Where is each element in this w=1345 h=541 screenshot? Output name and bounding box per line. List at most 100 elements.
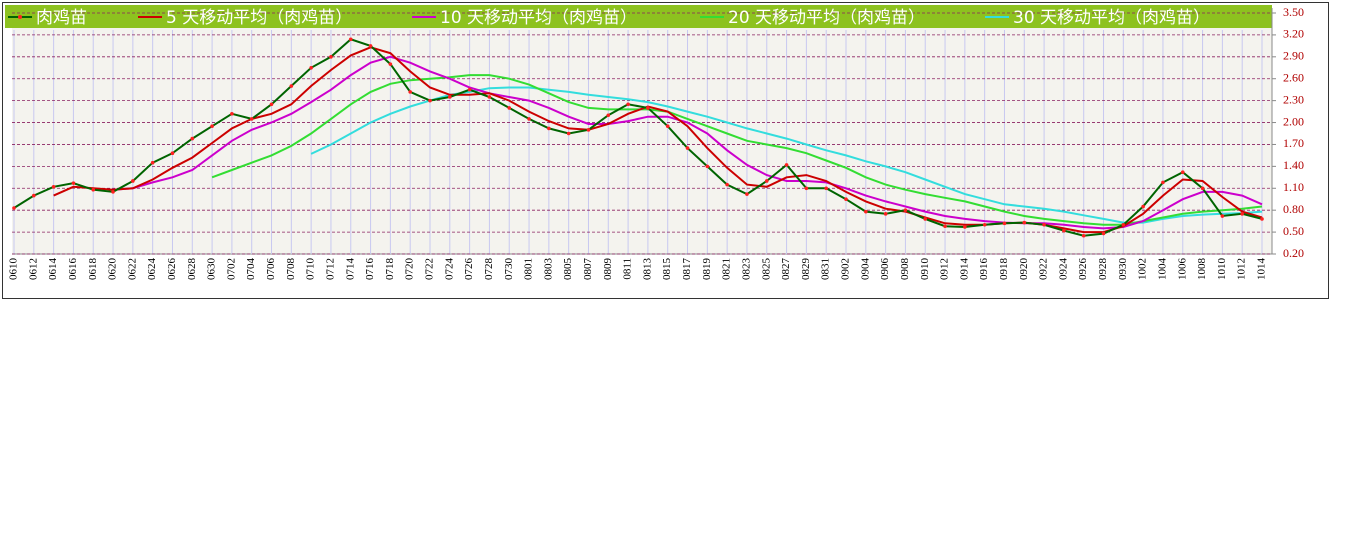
point-marker [1101, 231, 1106, 236]
x-tick-label: 1002 [1137, 258, 1149, 280]
point-marker [388, 62, 393, 66]
point-marker [131, 179, 135, 183]
point-marker [1002, 221, 1007, 226]
point-marker [1022, 220, 1027, 225]
x-tick-label: 0918 [998, 258, 1010, 281]
point-marker [230, 111, 234, 116]
point-marker [1260, 217, 1264, 221]
legend-label: 30 天移动平均（肉鸡苗） [1013, 8, 1210, 28]
x-tick-label: 0612 [27, 258, 39, 280]
series-line [13, 38, 1263, 237]
x-tick-label: 0618 [87, 258, 99, 281]
x-tick-label: 0716 [364, 258, 376, 281]
y-tick-label: 3.50 [1283, 5, 1304, 19]
point-marker [943, 224, 947, 229]
x-tick-label: 0801 [523, 258, 535, 280]
x-tick-label: 0704 [245, 258, 257, 281]
x-tick-label: 0616 [67, 258, 79, 281]
point-marker [249, 117, 254, 121]
point-marker [1220, 214, 1225, 218]
point-marker [150, 160, 155, 165]
x-tick-label: 0730 [503, 258, 515, 281]
point-marker [586, 128, 591, 132]
point-marker [51, 185, 56, 189]
point-marker [804, 186, 809, 191]
x-tick-label: 0622 [126, 258, 138, 280]
series-line [53, 46, 1263, 234]
point-marker [1141, 204, 1145, 209]
x-tick-label: 0624 [146, 258, 158, 281]
x-tick-label: 1006 [1176, 258, 1188, 281]
point-marker [705, 164, 710, 169]
x-tick-label: 0708 [285, 258, 297, 281]
x-tick-label: 0807 [582, 258, 594, 281]
point-marker [111, 190, 115, 194]
point-marker [348, 37, 353, 42]
point-marker [864, 209, 868, 214]
y-tick-label: 2.90 [1283, 49, 1304, 63]
point-marker [190, 136, 195, 141]
x-tick-label: 0815 [661, 258, 673, 281]
y-tick-label: 1.40 [1283, 158, 1304, 172]
point-marker [1161, 180, 1165, 185]
x-tick-label: 0904 [859, 258, 871, 281]
point-marker [665, 124, 670, 128]
x-tick-label: 1004 [1156, 258, 1168, 281]
x-tick-label: 0706 [265, 258, 277, 281]
x-tick-label: 0821 [721, 258, 733, 280]
x-tick-label: 0928 [1097, 258, 1109, 281]
x-tick-label: 0924 [1057, 258, 1069, 281]
point-marker [982, 222, 987, 227]
legend-marker [18, 15, 22, 19]
point-marker [646, 106, 650, 110]
x-tick-label: 0831 [820, 258, 832, 280]
x-tick-label: 0912 [939, 258, 951, 280]
point-marker [71, 181, 76, 185]
x-tick-label: 0902 [840, 258, 852, 280]
point-marker [1200, 186, 1205, 191]
x-tick-label: 0819 [701, 258, 713, 281]
point-marker [527, 117, 531, 121]
point-marker [368, 44, 373, 48]
series-line [310, 86, 1263, 224]
x-tick-label: 0922 [1038, 258, 1050, 280]
x-tick-label: 0930 [1117, 258, 1129, 281]
point-marker [32, 193, 36, 198]
y-tick-label: 0.80 [1283, 202, 1304, 216]
x-tick-label: 0720 [404, 258, 416, 281]
y-tick-label: 1.70 [1283, 136, 1304, 150]
point-marker [1180, 170, 1185, 175]
point-marker [824, 186, 828, 191]
point-marker [923, 217, 928, 221]
legend-label: 10 天移动平均（肉鸡苗） [440, 8, 637, 28]
point-marker [883, 212, 888, 216]
series-line [112, 55, 1263, 230]
y-tick-label: 2.30 [1283, 92, 1304, 106]
point-marker [566, 131, 571, 136]
point-marker [626, 102, 630, 107]
x-tick-label: 0914 [958, 258, 970, 281]
legend-bar [5, 5, 1272, 28]
point-marker [685, 146, 690, 150]
x-tick-label: 0620 [107, 258, 119, 281]
y-tick-label: 0.20 [1283, 246, 1304, 260]
x-tick-label: 0710 [305, 258, 317, 281]
x-tick-label: 0702 [225, 258, 237, 280]
point-marker [1121, 222, 1126, 227]
legend-label: 5 天移动平均（肉鸡苗） [166, 8, 352, 28]
x-tick-label: 0825 [760, 258, 772, 281]
x-tick-label: 0908 [899, 258, 911, 281]
point-marker [725, 182, 729, 187]
point-marker [1081, 233, 1086, 238]
x-tick-label: 1010 [1216, 258, 1228, 281]
y-tick-label: 2.00 [1283, 114, 1304, 128]
point-marker [784, 163, 789, 167]
point-marker [606, 113, 611, 118]
x-tick-label: 0728 [483, 258, 495, 281]
x-tick-label: 0803 [542, 258, 554, 281]
point-marker [507, 106, 512, 110]
point-marker [448, 95, 452, 99]
point-marker [963, 225, 967, 229]
x-tick-label: 0823 [740, 258, 752, 281]
point-marker [903, 208, 908, 212]
